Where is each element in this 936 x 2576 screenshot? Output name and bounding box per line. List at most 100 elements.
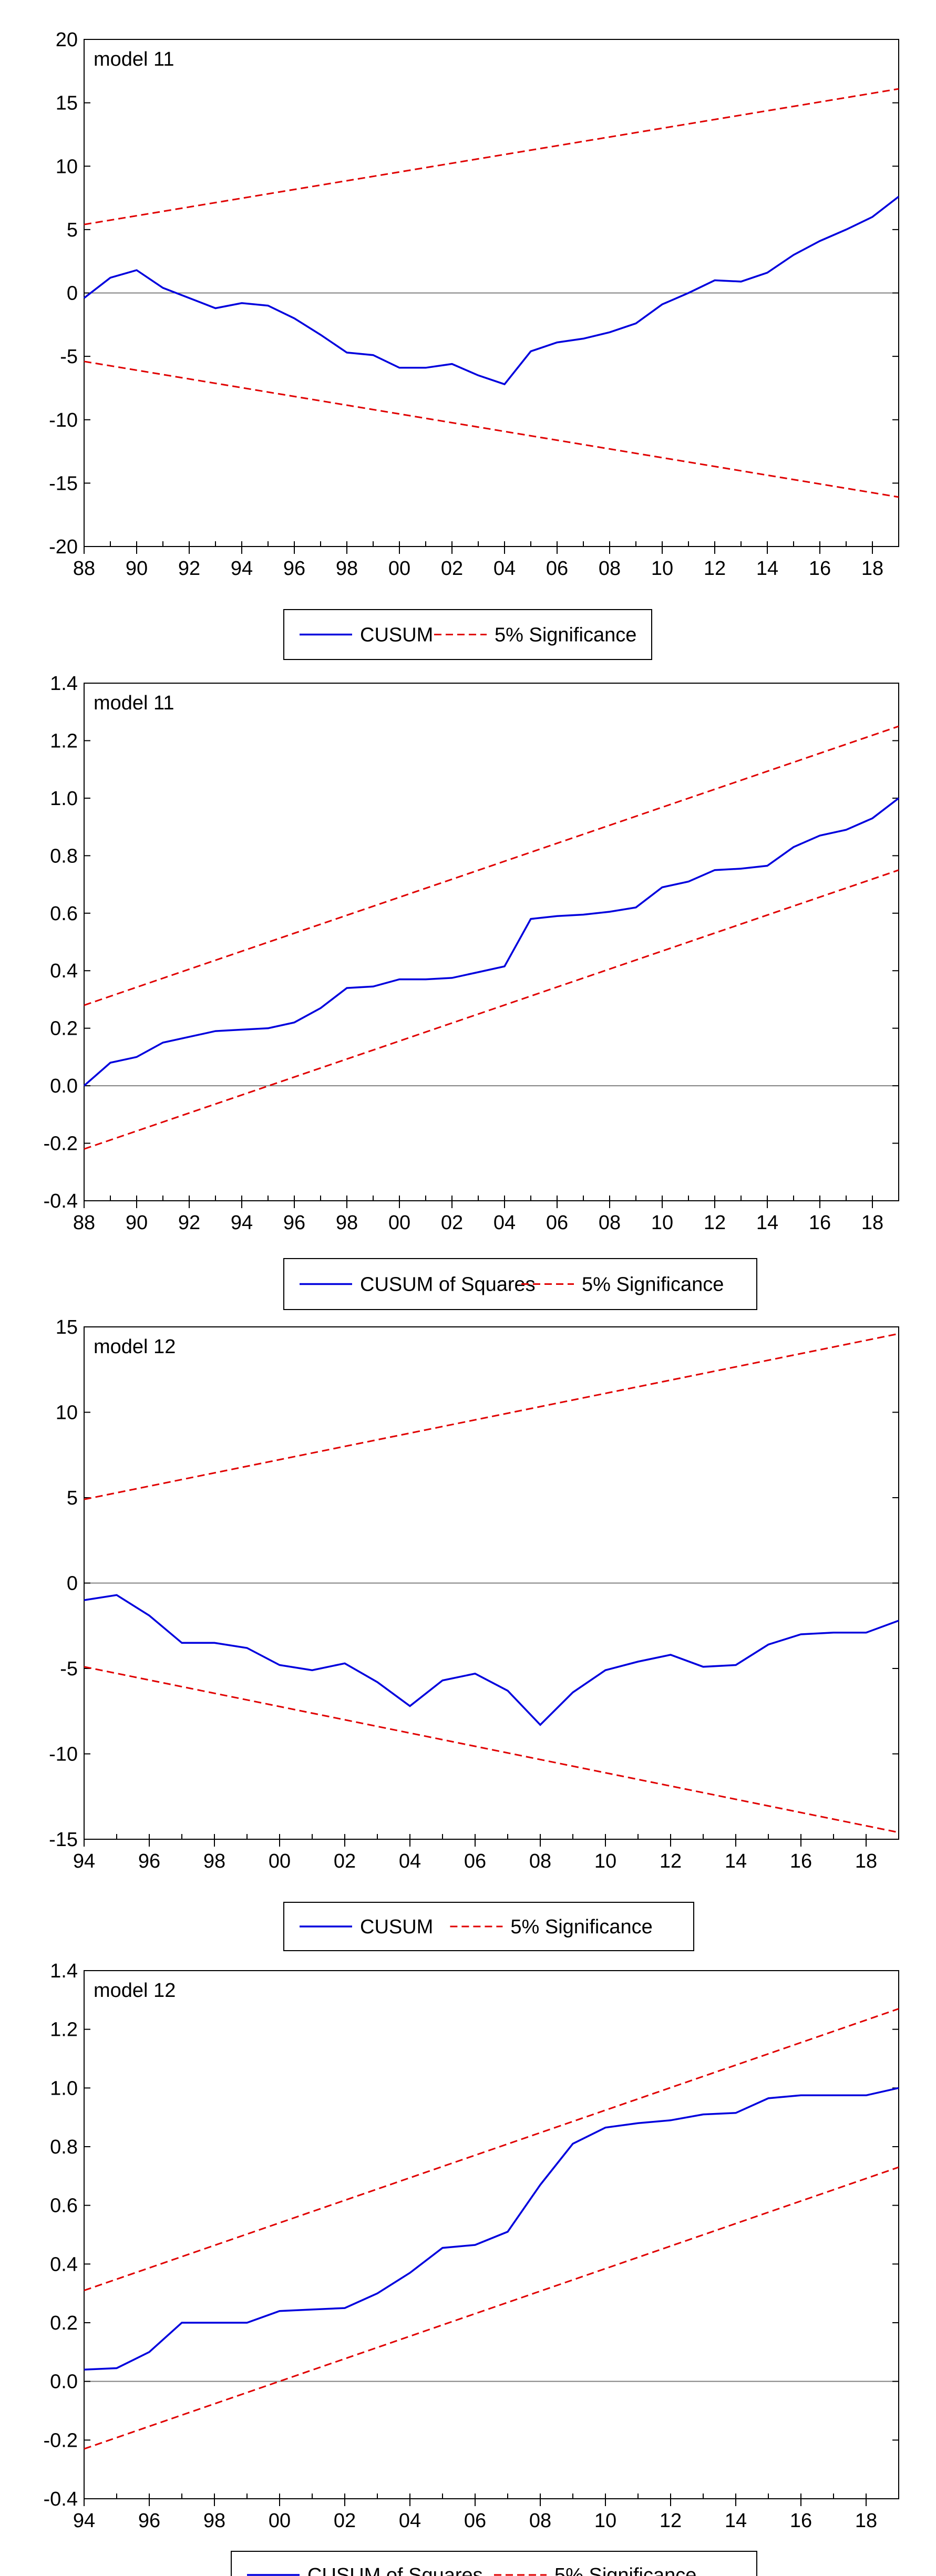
x-tick-label: 98 <box>203 1850 225 1872</box>
x-tick-label: 10 <box>594 2510 616 2532</box>
panel-label: model 11 <box>94 48 174 70</box>
y-tick-label: 0.0 <box>50 2371 78 2393</box>
legend-entry-cusum: CUSUM of Squares <box>307 2564 483 2576</box>
x-tick-label: 12 <box>660 1850 682 1872</box>
y-tick-label: -0.4 <box>44 1190 78 1212</box>
x-tick-label: 00 <box>269 1850 291 1872</box>
x-tick-label: 96 <box>138 2510 160 2532</box>
x-tick-label: 14 <box>756 558 778 580</box>
x-tick-label: 18 <box>861 1212 883 1234</box>
x-tick-label: 12 <box>704 558 726 580</box>
x-tick-label: 90 <box>126 1212 148 1234</box>
x-tick-label: 04 <box>399 2510 421 2532</box>
x-tick-label: 10 <box>651 558 673 580</box>
panel-label: model 11 <box>94 692 174 714</box>
panel-label: model 12 <box>94 1980 176 2002</box>
y-tick-label: -5 <box>60 1658 78 1680</box>
y-tick-label: 5 <box>67 1487 78 1509</box>
plot-frame <box>84 1970 899 2499</box>
y-tick-label: 1.0 <box>50 788 78 810</box>
y-tick-label: 0.8 <box>50 845 78 867</box>
x-tick-label: 18 <box>855 2510 877 2532</box>
x-tick-label: 12 <box>660 2510 682 2532</box>
y-tick-label: 1.2 <box>50 730 78 752</box>
legend-entry-cusum: CUSUM of Squares <box>360 1274 536 1296</box>
x-tick-label: 94 <box>73 2510 95 2532</box>
x-tick-label: 08 <box>529 1850 551 1872</box>
x-tick-label: 08 <box>599 1212 621 1234</box>
x-tick-label: 08 <box>529 2510 551 2532</box>
y-tick-label: -15 <box>49 472 78 494</box>
y-tick-label: -0.2 <box>44 1133 78 1155</box>
y-tick-label: 1.2 <box>50 2019 78 2041</box>
y-tick-label: 0.2 <box>50 1018 78 1040</box>
legend-entry-significance: 5% Significance <box>554 2564 696 2576</box>
y-tick-label: 0.0 <box>50 1075 78 1097</box>
significance-lower-line <box>84 869 899 1150</box>
significance-lower-line <box>84 2166 899 2450</box>
x-tick-label: 16 <box>790 1850 812 1872</box>
x-tick-label: 92 <box>178 558 200 580</box>
x-tick-label: 06 <box>464 1850 486 1872</box>
y-tick-label: 0 <box>67 283 78 305</box>
y-tick-label: 1.0 <box>50 2077 78 2099</box>
cusum-series-line <box>84 2087 899 2371</box>
cusum-series-line <box>83 797 900 1087</box>
x-tick-label: 16 <box>790 2510 812 2532</box>
significance-lower-line <box>84 360 899 498</box>
legend-entry-significance: 5% Significance <box>510 1916 652 1938</box>
y-tick-label: -10 <box>49 409 78 431</box>
x-tick-label: 14 <box>725 2510 747 2532</box>
y-tick-label: 0.4 <box>50 2253 78 2275</box>
significance-upper-line <box>84 2008 899 2292</box>
y-tick-label: 1.4 <box>50 1960 78 1982</box>
x-tick-label: 08 <box>599 558 621 580</box>
x-tick-label: 88 <box>73 1212 95 1234</box>
x-tick-label: 18 <box>855 1850 877 1872</box>
chart-panel-4: 1.4 1.2 1.0 0.8 0.6 0.4 0.2 0.0 -0.2 -0.494 96 98 00… <box>44 1960 899 2576</box>
y-tick-label: 0.2 <box>50 2312 78 2334</box>
x-tick-label: 16 <box>809 558 831 580</box>
legend: CUSUM of Squares 5% Significance <box>283 1258 757 1310</box>
y-tick-label: -0.4 <box>44 2488 78 2510</box>
x-tick-label: 96 <box>283 558 305 580</box>
x-tick-label: 02 <box>441 1212 463 1234</box>
x-tick-label: 00 <box>388 558 410 580</box>
y-tick-label: -5 <box>60 346 78 368</box>
y-tick-label: 20 <box>56 29 78 51</box>
x-tick-label: 10 <box>651 1212 673 1234</box>
x-tick-label: 06 <box>546 558 568 580</box>
x-tick-label: 10 <box>594 1850 616 1872</box>
y-tick-label: 0 <box>67 1573 78 1595</box>
y-tick-label: -15 <box>49 1829 78 1851</box>
x-tick-label: 98 <box>203 2510 225 2532</box>
y-tick-label: 10 <box>56 1402 78 1424</box>
x-tick-label: 98 <box>336 558 358 580</box>
legend-box <box>283 1258 757 1310</box>
x-tick-label: 14 <box>725 1850 747 1872</box>
x-tick-label: 88 <box>73 558 95 580</box>
x-tick-label: 16 <box>809 1212 831 1234</box>
x-tick-label: 04 <box>493 558 516 580</box>
x-tick-label: 04 <box>493 1212 516 1234</box>
y-tick-label: 5 <box>67 219 78 241</box>
x-tick-label: 96 <box>138 1850 160 1872</box>
x-tick-label: 90 <box>126 558 148 580</box>
x-tick-label: 98 <box>336 1212 358 1234</box>
cusum-series-line <box>84 1594 899 1726</box>
y-tick-label: 0.8 <box>50 2136 78 2158</box>
x-tick-label: 94 <box>73 1850 95 1872</box>
x-tick-label: 12 <box>704 1212 726 1234</box>
x-tick-label: 06 <box>546 1212 568 1234</box>
x-tick-label: 14 <box>756 1212 778 1234</box>
x-tick-label: 02 <box>334 2510 356 2532</box>
chart-panel-2: 1.4 1.2 1.0 0.8 0.6 0.4 0.2 0.0 -0.2 -0.488 90 92 94… <box>44 673 900 1310</box>
y-tick-label: 0.4 <box>50 960 78 982</box>
y-tick-label: 10 <box>56 156 78 178</box>
x-tick-label: 18 <box>861 558 883 580</box>
y-tick-label: -10 <box>49 1744 78 1766</box>
y-tick-label: 15 <box>56 92 78 115</box>
legend: CUSUM 5% Significance <box>283 609 652 660</box>
significance-upper-line <box>84 88 899 225</box>
